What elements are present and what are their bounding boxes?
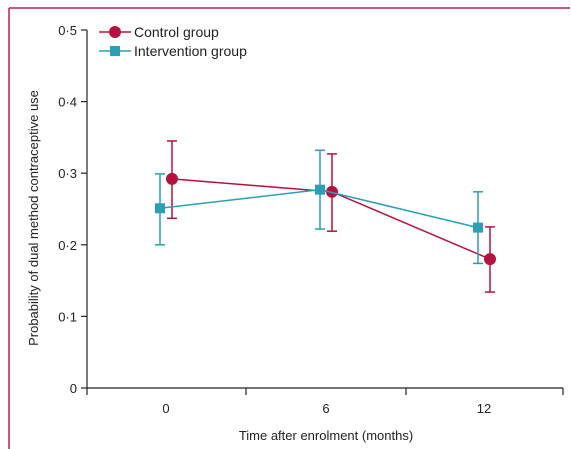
x-axis: 0 6 12 xyxy=(86,387,564,416)
plot-area xyxy=(155,140,496,293)
intervention-data-point xyxy=(155,203,165,214)
x-tick-label: 12 xyxy=(477,401,491,416)
control-data-point xyxy=(484,253,496,266)
y-tick-label: 0·1 xyxy=(58,309,77,324)
intervention-data-point xyxy=(315,184,325,195)
legend-intervention-marker xyxy=(110,46,120,56)
intervention-data-point xyxy=(473,222,483,233)
y-axis-title: Probability of dual method contraceptive… xyxy=(26,90,41,346)
legend-intervention-label: Intervention group xyxy=(134,43,247,59)
x-axis-title: Time after enrolment (months) xyxy=(239,428,413,443)
legend: Control group Intervention group xyxy=(99,24,247,59)
x-tick-label: 6 xyxy=(322,401,329,416)
y-tick-label: 0·5 xyxy=(58,23,77,38)
y-tick-label: 0 xyxy=(70,381,77,396)
legend-control-label: Control group xyxy=(134,24,219,40)
y-axis: 0 0·1 0·2 0·3 0·4 0·5 xyxy=(58,23,88,396)
y-tick-label: 0·3 xyxy=(58,166,77,181)
legend-control-marker xyxy=(109,26,121,38)
y-tick-label: 0·4 xyxy=(58,95,77,110)
control-data-point xyxy=(166,172,178,185)
x-tick-label: 0 xyxy=(162,401,169,416)
y-tick-label: 0·2 xyxy=(58,238,77,253)
intervention-series-line xyxy=(159,188,479,229)
